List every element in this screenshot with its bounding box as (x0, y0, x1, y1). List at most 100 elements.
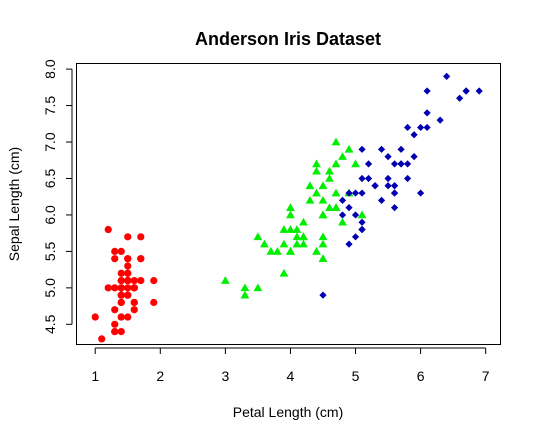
data-point-series-3 (390, 160, 399, 168)
data-point-series-2 (351, 159, 360, 168)
data-point-series-3 (462, 87, 470, 95)
x-tick-label: 5 (352, 368, 360, 384)
data-point-series-2 (292, 232, 302, 241)
data-point-series-3 (390, 189, 399, 197)
data-point-series-3 (397, 160, 405, 168)
data-point-series-2 (260, 239, 269, 248)
data-point-series-3 (319, 291, 327, 299)
data-point-series-1 (91, 313, 99, 321)
data-point-series-1 (111, 320, 119, 328)
data-point-series-1 (130, 306, 138, 314)
data-point-series-2 (305, 195, 315, 204)
data-point-series-3 (358, 225, 366, 234)
data-point-series-3 (436, 116, 444, 124)
data-point-series-2 (286, 203, 295, 211)
data-point-series-1 (104, 225, 112, 234)
data-point-series-3 (345, 204, 353, 212)
x-tick-label: 4 (287, 368, 295, 384)
data-point-series-1 (124, 233, 132, 241)
data-point-series-2 (253, 283, 263, 292)
data-point-series-2 (318, 232, 328, 241)
data-point-series-1 (137, 233, 145, 241)
data-point-series-2 (331, 137, 341, 146)
data-point-series-3 (443, 72, 451, 80)
data-point-series-2 (338, 152, 347, 160)
data-point-series-3 (338, 196, 347, 204)
data-point-series-2 (299, 239, 308, 248)
data-point-series-2 (273, 246, 282, 255)
data-point-series-1 (150, 276, 158, 285)
data-point-series-2 (325, 166, 334, 175)
data-point-series-3 (345, 240, 353, 248)
data-point-series-2 (338, 217, 347, 226)
y-axis-label: Sepal Length (cm) (6, 147, 22, 261)
data-point-series-3 (338, 211, 347, 219)
data-point-series-2 (305, 181, 315, 190)
data-point-series-3 (364, 174, 373, 183)
data-point-series-2 (286, 225, 295, 233)
data-point-series-1 (130, 298, 138, 307)
data-point-series-3 (397, 145, 405, 153)
data-point-series-2 (299, 232, 308, 241)
data-point-series-1 (111, 284, 119, 292)
data-point-series-3 (410, 153, 418, 161)
data-point-series-1 (117, 298, 125, 307)
data-point-series-1 (117, 269, 125, 277)
y-tick-label: 8.0 (42, 59, 58, 79)
data-point-series-2 (286, 210, 295, 219)
data-point-series-3 (358, 218, 366, 226)
data-point-series-1 (117, 291, 125, 299)
data-point-series-1 (104, 284, 112, 292)
data-point-series-1 (124, 255, 132, 263)
data-point-series-3 (351, 189, 360, 197)
y-tick-label: 4.5 (42, 314, 58, 334)
x-tick-label: 7 (482, 368, 490, 384)
data-point-series-2 (279, 225, 289, 233)
data-point-series-3 (417, 123, 425, 132)
data-point-series-1 (124, 313, 132, 321)
data-point-series-2 (266, 246, 276, 255)
data-point-series-2 (286, 246, 295, 255)
data-point-series-1 (117, 247, 125, 255)
y-tick-label: 5.0 (42, 278, 58, 298)
data-point-series-2 (279, 268, 289, 277)
y-tick-label: 6.0 (42, 205, 58, 225)
data-point-series-2 (279, 239, 289, 248)
data-point-series-3 (390, 204, 399, 212)
data-point-series-1 (130, 284, 138, 292)
data-point-series-3 (475, 87, 483, 95)
data-point-series-1 (124, 262, 132, 270)
data-point-series-3 (384, 182, 392, 190)
data-point-series-3 (377, 145, 386, 153)
data-point-series-2 (318, 254, 328, 262)
data-point-series-1 (150, 298, 158, 307)
y-tick-label: 5.5 (42, 241, 58, 261)
data-point-series-1 (117, 284, 125, 292)
data-point-series-1 (111, 255, 119, 263)
data-point-series-2 (292, 225, 302, 233)
data-point-series-1 (117, 276, 125, 285)
data-point-series-2 (318, 195, 328, 204)
data-point-series-3 (358, 189, 366, 197)
data-point-series-1 (124, 269, 132, 277)
data-point-series-3 (423, 123, 431, 132)
data-point-series-3 (351, 211, 360, 219)
data-point-series-3 (358, 145, 366, 153)
data-point-series-3 (351, 233, 360, 241)
x-tick-label: 1 (91, 368, 99, 384)
data-point-series-3 (358, 174, 366, 183)
y-tick-label: 6.5 (42, 169, 58, 189)
data-point-series-2 (292, 239, 302, 248)
data-point-series-3 (410, 131, 418, 139)
data-point-series-2 (312, 246, 321, 255)
data-point-series-3 (377, 196, 386, 204)
data-point-series-3 (423, 87, 431, 95)
data-point-series-1 (137, 255, 145, 263)
data-point-series-3 (403, 160, 412, 168)
data-point-series-1 (137, 276, 145, 285)
data-point-series-2 (318, 239, 328, 248)
y-axis: 4.5 5.0 5.5 6.0 6.5 7.0 7.5 8.0 (42, 59, 73, 334)
data-point-series-2 (357, 210, 367, 219)
data-point-series-1 (111, 306, 119, 314)
